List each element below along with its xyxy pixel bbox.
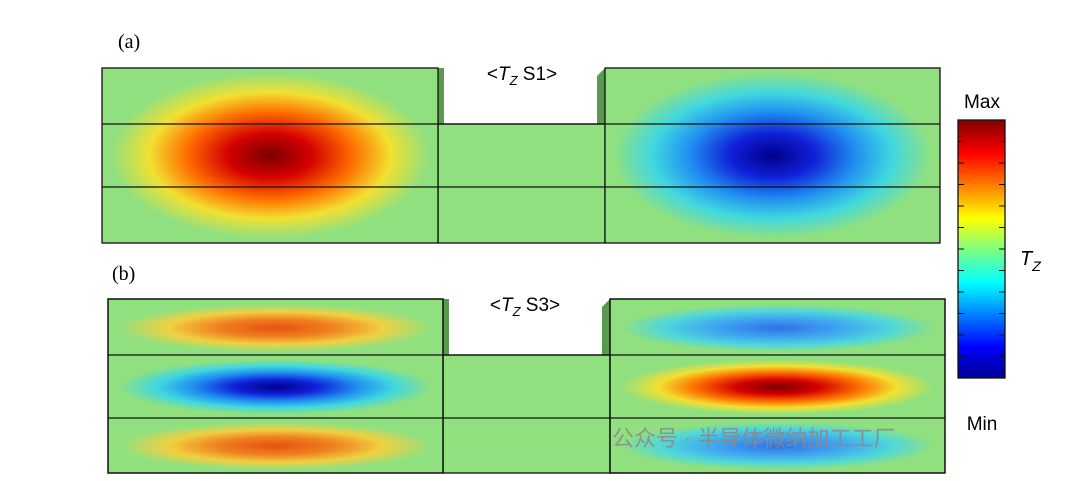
edge — [602, 299, 610, 355]
colorbar-min: Min — [967, 414, 998, 435]
title-part: S1> — [518, 64, 558, 85]
title-part: < — [490, 295, 501, 316]
title-subscript: Z — [509, 73, 519, 88]
field — [110, 303, 441, 353]
field — [110, 358, 441, 416]
field — [612, 421, 943, 471]
field — [110, 421, 441, 471]
title-part: S3> — [521, 295, 561, 316]
watermark: 公众号 · 半导体微纳加工工厂 — [612, 426, 896, 451]
field — [612, 358, 943, 416]
outline — [609, 298, 946, 474]
colorbar-label: TZ — [1020, 248, 1041, 274]
panel-label: (b) — [112, 263, 135, 285]
title-symbol: T — [501, 295, 514, 316]
panel-title: <TZ S1> — [487, 64, 557, 88]
panel-label: (a) — [118, 31, 140, 53]
panel-a: (a) <TZ S1> — [101, 31, 941, 244]
edge — [597, 68, 605, 124]
title-part: < — [487, 64, 498, 85]
colorbar-max: Max — [964, 92, 1000, 113]
field — [612, 303, 943, 353]
label-symbol: T — [1020, 248, 1034, 270]
block — [442, 354, 611, 474]
colorbar: Max Min TZ — [957, 92, 1041, 435]
colorbar-scale — [957, 119, 1006, 379]
panel-b: (b) <TZ S3> — [107, 263, 946, 474]
block — [604, 67, 941, 244]
label-subscript: Z — [1031, 258, 1041, 274]
block — [437, 123, 606, 244]
title-subscript: Z — [512, 304, 522, 319]
title-symbol: T — [498, 64, 511, 85]
outline — [107, 298, 444, 474]
block — [101, 67, 439, 244]
panel-title: <TZ S3> — [490, 295, 560, 319]
